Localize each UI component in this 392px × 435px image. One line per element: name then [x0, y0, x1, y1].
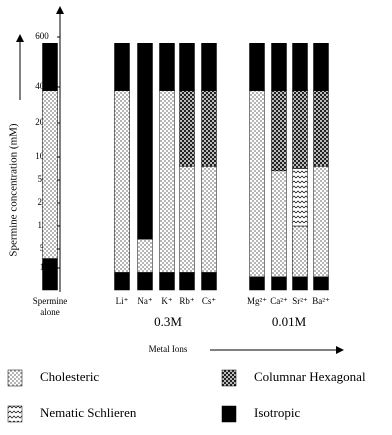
- x-tick-label: Sr²⁺: [292, 296, 308, 306]
- x-tick-label: Mg²⁺: [247, 296, 267, 306]
- x-tick-label: Ba²⁺: [312, 296, 330, 306]
- bar-segment: [201, 90, 217, 167]
- bar-segment: [271, 276, 287, 291]
- bar-segment: [42, 258, 58, 291]
- bar-segment: [313, 43, 329, 91]
- legend-label: Cholesteric: [40, 369, 99, 384]
- bar-segment: [137, 272, 153, 291]
- bar-segment: [159, 90, 175, 273]
- y-axis-label: Spermine concentration (mM): [8, 123, 20, 257]
- x-tick-label: Na⁺: [137, 296, 152, 306]
- group-label: 0.3M: [154, 314, 182, 329]
- group-label: 0.01M: [272, 314, 307, 329]
- x-tick-label: Spermine alone: [33, 296, 68, 317]
- bar-segment: [179, 90, 195, 167]
- bar-segment: [179, 272, 195, 291]
- bar-segment: [292, 43, 308, 91]
- bar-segment: [271, 43, 287, 91]
- bar-segment: [249, 43, 265, 91]
- bar-segment: [179, 43, 195, 91]
- bar-segment: [159, 43, 175, 91]
- bar-segment: [114, 272, 130, 291]
- y-tick-label: 12: [38, 220, 47, 230]
- bar-segment: [271, 170, 287, 278]
- bar-segment: [249, 90, 265, 278]
- bar-segment: [137, 238, 153, 273]
- legend-swatch: [7, 405, 23, 423]
- legend-swatch: [221, 405, 237, 423]
- bar-segment: [114, 90, 130, 273]
- bar-segment: [292, 168, 308, 227]
- x-tick-label: Ca²⁺: [270, 296, 288, 306]
- legend-label: Nematic Schlieren: [40, 405, 137, 420]
- bar-segment: [313, 276, 329, 291]
- bar-segment: [292, 225, 308, 278]
- bar-segment: [42, 90, 58, 259]
- x-axis-label: Metal Ions: [149, 344, 188, 354]
- x-tick-label: Rb⁺: [179, 296, 195, 306]
- x-tick-label: Cs⁺: [202, 296, 217, 306]
- x-tick-label: K⁺: [161, 296, 172, 306]
- legend-swatch: [7, 369, 23, 387]
- x-tick-label: Li⁺: [116, 296, 129, 306]
- bar-segment: [292, 276, 308, 291]
- bar-segment: [159, 272, 175, 291]
- bar-segment: [271, 90, 287, 172]
- bar-segment: [42, 43, 58, 91]
- bar-segment: [313, 165, 329, 278]
- y-tick-label: 600: [35, 31, 49, 41]
- bar-segment: [292, 90, 308, 169]
- legend-label: Isotropic: [254, 405, 300, 420]
- bar-segment: [114, 43, 130, 91]
- legend-swatch: [221, 369, 237, 387]
- bar-segment: [179, 165, 195, 273]
- legend-label: Columnar Hexagonal: [254, 369, 366, 384]
- bar-segment: [201, 43, 217, 91]
- bar-segment: [201, 272, 217, 291]
- bar-segment: [313, 90, 329, 167]
- bar-segment: [249, 276, 265, 291]
- bar-segment: [137, 43, 153, 240]
- y-tick-label: 1: [40, 262, 45, 272]
- bar-segment: [201, 165, 217, 273]
